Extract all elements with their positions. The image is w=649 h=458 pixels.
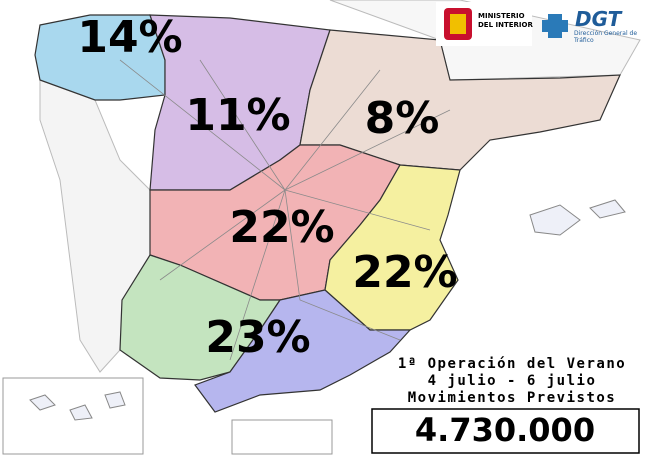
island — [104, 391, 126, 409]
dgt-subtitle-box: Dirección General de Tráfico — [574, 30, 638, 44]
dgt-subtitle: Dirección General de Tráfico — [574, 30, 638, 44]
ministry-name-box: MINISTERIO DEL INTERIOR — [478, 12, 533, 29]
total-value: 4.730.000 — [415, 411, 595, 449]
roads — [119, 59, 451, 361]
dgt-icon — [542, 14, 568, 38]
region-percentage: 22% — [352, 247, 457, 298]
island — [529, 204, 581, 236]
island — [29, 394, 56, 411]
region-northwest — [34, 14, 166, 101]
total-box — [371, 408, 640, 454]
dgt-logo: DGT — [575, 7, 623, 31]
region-percentage: 11% — [185, 90, 290, 141]
region-percentage: 8% — [365, 93, 440, 144]
ceuta-melilla-box — [231, 419, 333, 455]
info-line: 4 julio - 6 julio — [428, 373, 597, 389]
region-percentage: 22% — [229, 202, 334, 253]
info-line: 1ª Operación del Verano — [398, 356, 626, 372]
ministry-shield — [450, 14, 466, 34]
info-line: Movimientos Previstos — [408, 390, 617, 406]
region-south — [194, 289, 412, 413]
region-percentage: 14% — [77, 12, 182, 63]
island — [589, 199, 626, 219]
region-percentage: 23% — [205, 312, 310, 363]
ministry-name: MINISTERIO DEL INTERIOR — [478, 12, 533, 29]
island — [69, 404, 93, 421]
